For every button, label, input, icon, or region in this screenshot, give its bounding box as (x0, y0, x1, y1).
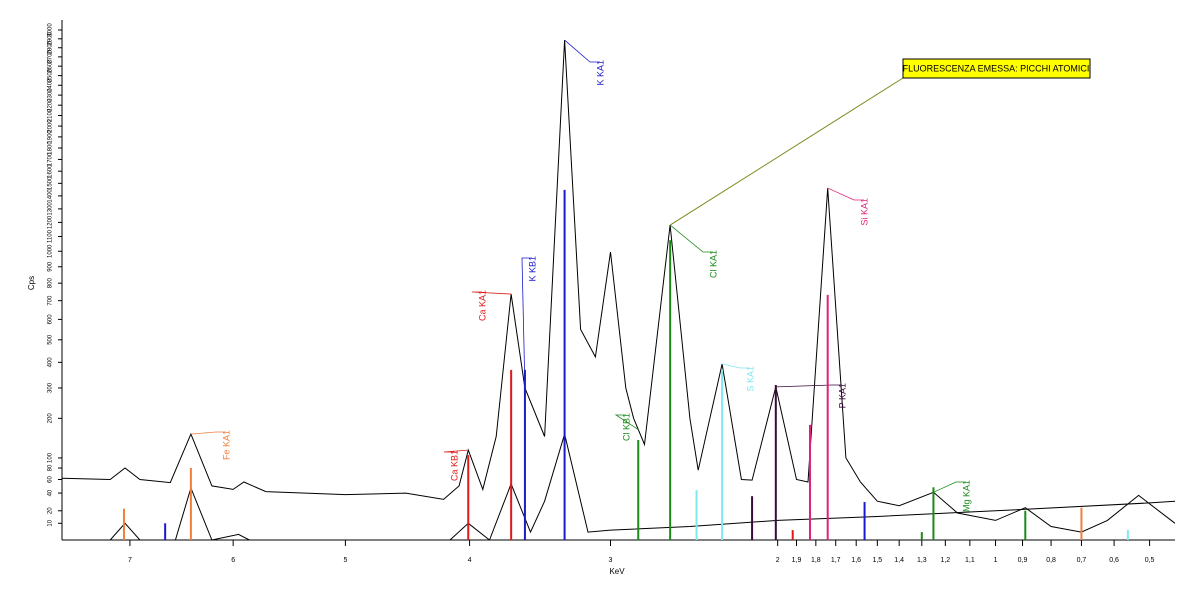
x-tick-label: 0,7 (1077, 557, 1087, 564)
y-tick-label: 500 (48, 334, 54, 345)
peak-label: Ca KA1 (477, 290, 487, 321)
x-tick-label: 1,1 (965, 557, 975, 564)
y-tick-label: 900 (48, 261, 54, 272)
annotation-leader (669, 77, 904, 226)
x-tick-label: 1,3 (917, 557, 927, 564)
y-tick-label: 300 (48, 382, 54, 393)
y-tick-label: 1900 (48, 130, 54, 144)
x-tick-label: 1,5 (872, 557, 882, 564)
peak-label: Mg KA1 (961, 480, 971, 512)
label-leader (443, 449, 469, 453)
x-tick-label: 5 (343, 557, 347, 564)
y-tick-label: 2500 (48, 68, 54, 82)
y-tick-label: 80 (48, 464, 54, 471)
y-tick-label: 600 (48, 314, 54, 325)
x-tick-label: 0,5 (1145, 557, 1155, 564)
annotation-box (902, 58, 1091, 79)
x-tick-label: 3 (609, 557, 613, 564)
x-tick-label: 1,8 (811, 557, 821, 564)
annotation-text: FLUORESCENZA EMESSA: PICCHI ATOMICI (903, 63, 1090, 73)
label-leader (521, 257, 532, 388)
y-tick-label: 1100 (48, 229, 54, 243)
x-tick-label: 0,8 (1046, 557, 1056, 564)
x-tick-label: 2 (776, 557, 780, 564)
spectrum-line (62, 39, 1175, 533)
y-tick-label: 1400 (48, 189, 54, 203)
peak-label: P KA1 (837, 383, 847, 408)
label-leader (614, 414, 639, 430)
x-tick-label: 6 (231, 557, 235, 564)
y-tick-label: 60 (48, 475, 54, 482)
peak-label: Si KA1 (859, 198, 869, 226)
label-leader (669, 224, 713, 253)
x-tick-label: 7 (128, 557, 132, 564)
label-leader (722, 363, 750, 369)
x-tick-label: 0,6 (1109, 557, 1119, 564)
y-tick-label: 2700 (48, 50, 54, 64)
y-tick-label: 20 (48, 507, 54, 514)
y-tick-label: 100 (48, 452, 54, 463)
y-tick-label: 1500 (48, 176, 54, 190)
y-tick-label: 1300 (48, 202, 54, 216)
y-tick-label: 3000 (48, 23, 54, 37)
peak-label: Cl KA1 (708, 250, 718, 278)
y-tick-label: 800 (48, 278, 54, 289)
peak-label: S KA1 (745, 366, 755, 392)
y-tick-label: 1700 (48, 152, 54, 166)
y-tick-label: 2100 (48, 108, 54, 122)
x-tick-label: 1,2 (940, 557, 950, 564)
x-tick-label: 0,9 (1018, 557, 1028, 564)
x-tick-label: 1,4 (894, 557, 904, 564)
y-tick-label: 2300 (48, 88, 54, 102)
y-tick-label: 2900 (48, 31, 54, 45)
y-tick-label: 2600 (48, 59, 54, 73)
x-tick-label: 4 (468, 557, 472, 564)
spectrum-line (109, 432, 1175, 540)
y-tick-label: 1000 (48, 244, 54, 258)
x-tick-label: 1,6 (851, 557, 861, 564)
y-tick-label: 1600 (48, 164, 54, 178)
peak-label: Ca KB1 (449, 450, 459, 481)
y-tick-label: 1200 (48, 215, 54, 229)
x-tick-label: 1 (994, 557, 998, 564)
y-tick-label: 400 (48, 357, 54, 368)
y-tick-label: 700 (48, 295, 54, 306)
y-tick-label: 10 (48, 519, 54, 526)
y-tick-label: 2800 (48, 40, 54, 54)
peak-label: Cl KB1 (621, 413, 631, 441)
label-leader (564, 39, 600, 63)
peak-label: K KB1 (527, 256, 537, 282)
y-tick-label: 1800 (48, 141, 54, 155)
peak-label: K KA1 (595, 60, 605, 86)
y-tick-label: 2200 (48, 98, 54, 112)
label-leader (190, 431, 226, 435)
y-tick-label: 200 (48, 413, 54, 424)
label-leader (827, 187, 864, 201)
label-leader (775, 384, 842, 388)
label-leader (471, 291, 512, 295)
y-tick-label: 40 (48, 489, 54, 496)
y-tick-label: 2000 (48, 119, 54, 133)
y-tick-label: 2400 (48, 78, 54, 92)
peak-label: Fe KA1 (221, 430, 231, 460)
y-axis-label: Cps (27, 276, 36, 290)
x-tick-label: 1,7 (831, 557, 841, 564)
x-axis-label: KeV (609, 567, 625, 576)
label-leader (933, 481, 966, 493)
x-tick-label: 1,9 (792, 557, 802, 564)
